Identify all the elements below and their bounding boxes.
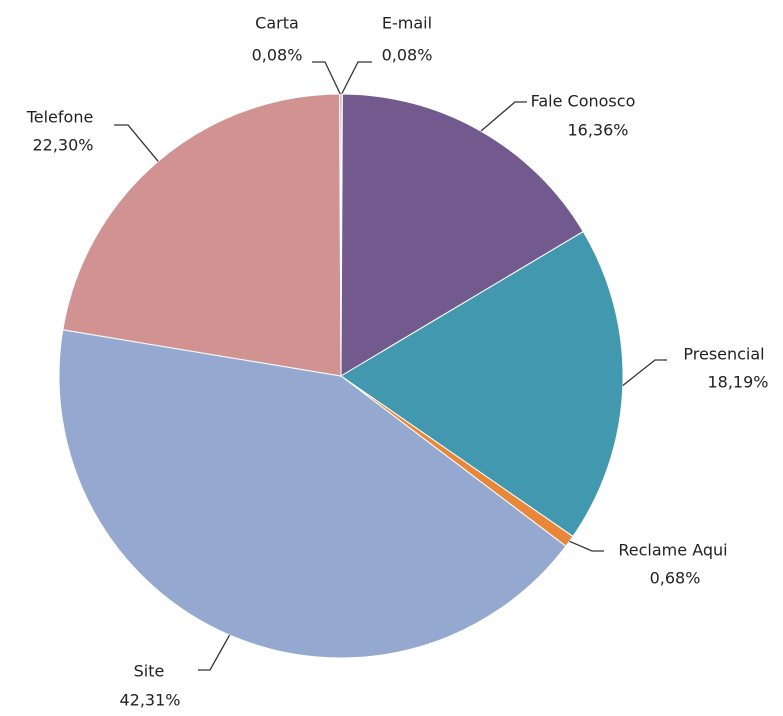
leader-line: [622, 359, 667, 386]
pie-slice: [340, 230, 624, 538]
leader-line: [341, 61, 372, 95]
slice-value: 0,08%: [252, 46, 303, 65]
pie-slice: [340, 93, 584, 377]
leader-line: [480, 101, 527, 132]
leader-line: [312, 61, 341, 95]
slice-label: Site: [134, 662, 165, 681]
slice-label: Presencial: [683, 345, 764, 364]
leader-line: [198, 634, 231, 671]
slice-value: 22,30%: [32, 136, 93, 155]
slice-value: 42,31%: [119, 691, 180, 710]
leader-line: [569, 540, 604, 552]
slice-label: Telefone: [26, 108, 94, 127]
slice-label: Fale Conosco: [531, 92, 636, 111]
leader-line: [114, 124, 159, 162]
slice-value: 0,08%: [382, 46, 433, 65]
slice-label: Carta: [255, 14, 299, 33]
slice-label: Reclame Aqui: [618, 541, 727, 560]
slice-value: 18,19%: [707, 373, 768, 392]
slice-value: 16,36%: [567, 121, 628, 140]
slice-label: E-mail: [382, 14, 432, 33]
slice-value: 0,68%: [650, 569, 701, 588]
pie-slice: [62, 93, 342, 377]
pie-slice: [58, 329, 567, 659]
